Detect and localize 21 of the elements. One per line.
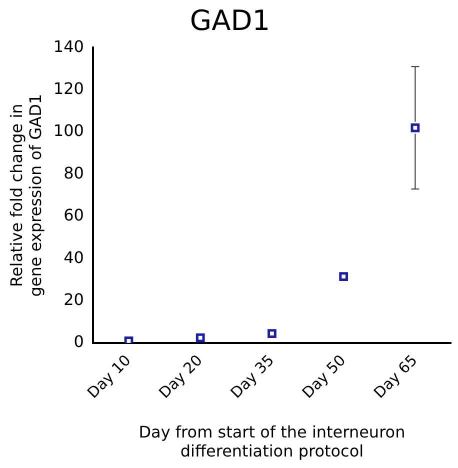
y-tick-label: 100 [53,121,84,140]
x-axis-title: Day from start of the interneuron differentiation protocol [138,422,406,461]
y-tick-label: 20 [64,290,84,310]
point [196,333,205,342]
y-tick-label: 80 [64,163,84,182]
y-tick-label: 40 [64,248,84,267]
x-tick-label: Day 35 [227,351,278,402]
x-tick-label: Day 50 [298,351,350,402]
point [410,123,420,132]
x-tick-label: Day 20 [155,351,206,402]
x-tick-label: Day 65 [370,351,421,402]
y-tick-label: 140 [53,36,84,56]
point [339,272,348,282]
y-tick-label: 60 [64,206,84,225]
x-tick-label: Day 10 [84,351,134,402]
y-tick-label: 120 [53,78,84,98]
y-axis-title: Relative fold change in gene expression of GAD1 [6,94,45,297]
point [268,329,276,338]
chart-title: GAD1 [190,4,270,38]
point [124,336,134,344]
y-tick-label: 0 [74,332,84,352]
